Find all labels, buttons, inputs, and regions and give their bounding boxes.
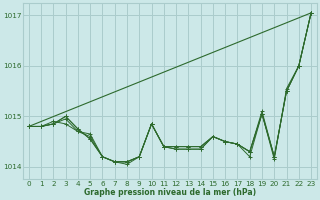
X-axis label: Graphe pression niveau de la mer (hPa): Graphe pression niveau de la mer (hPa) xyxy=(84,188,256,197)
